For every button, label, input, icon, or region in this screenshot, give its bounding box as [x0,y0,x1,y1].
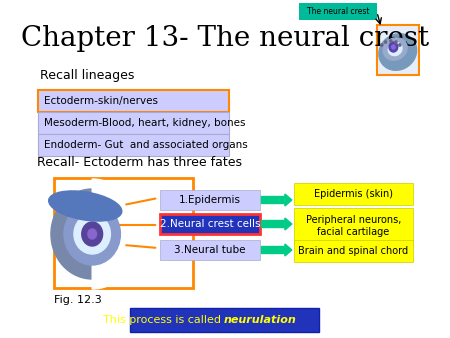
Text: Peripheral neurons,
facial cartilage: Peripheral neurons, facial cartilage [306,215,401,237]
FancyArrow shape [261,194,292,206]
Text: Recall lineages: Recall lineages [40,69,135,81]
FancyBboxPatch shape [299,3,377,20]
FancyArrow shape [261,218,292,230]
Circle shape [381,44,383,46]
Circle shape [392,45,395,49]
FancyBboxPatch shape [38,134,230,156]
FancyBboxPatch shape [130,308,319,332]
Text: Fig. 12.3: Fig. 12.3 [54,295,102,305]
Text: 1.Epidermis: 1.Epidermis [179,195,241,205]
Ellipse shape [379,34,417,70]
Text: Recall- Ectoderm has three fates: Recall- Ectoderm has three fates [36,156,242,169]
FancyBboxPatch shape [160,190,260,210]
FancyBboxPatch shape [377,25,418,75]
FancyBboxPatch shape [293,240,414,262]
Text: Ectoderm-skin/nerves: Ectoderm-skin/nerves [44,96,158,106]
Ellipse shape [388,42,402,56]
Text: Chapter 13- The neural crest: Chapter 13- The neural crest [21,24,429,51]
FancyBboxPatch shape [293,183,414,205]
Text: 3.Neural tube: 3.Neural tube [174,245,246,255]
Text: Endoderm- Gut  and associated organs: Endoderm- Gut and associated organs [44,140,248,150]
Circle shape [88,229,97,239]
Ellipse shape [51,189,133,279]
FancyBboxPatch shape [54,178,193,288]
Circle shape [385,41,387,43]
Ellipse shape [383,38,407,60]
Circle shape [399,44,401,46]
FancyArrow shape [261,244,292,256]
FancyBboxPatch shape [160,240,260,260]
FancyBboxPatch shape [38,112,230,134]
Circle shape [82,222,103,246]
Ellipse shape [64,203,121,265]
Text: 2.Neural crest cells: 2.Neural crest cells [160,219,260,229]
Circle shape [390,40,392,42]
Ellipse shape [49,191,122,221]
FancyBboxPatch shape [38,90,230,112]
Text: Epidermis (skin): Epidermis (skin) [314,189,393,199]
Text: neurulation: neurulation [224,315,297,325]
FancyBboxPatch shape [160,214,260,234]
Text: This process is called: This process is called [103,315,224,325]
Text: Mesoderm-Blood, heart, kidney, bones: Mesoderm-Blood, heart, kidney, bones [44,118,245,128]
Circle shape [389,42,398,52]
FancyBboxPatch shape [293,208,414,244]
Wedge shape [92,179,140,289]
Circle shape [395,41,397,43]
Ellipse shape [74,214,110,254]
Text: Brain and spinal chord: Brain and spinal chord [298,246,409,256]
Text: The neural crest: The neural crest [306,7,369,16]
